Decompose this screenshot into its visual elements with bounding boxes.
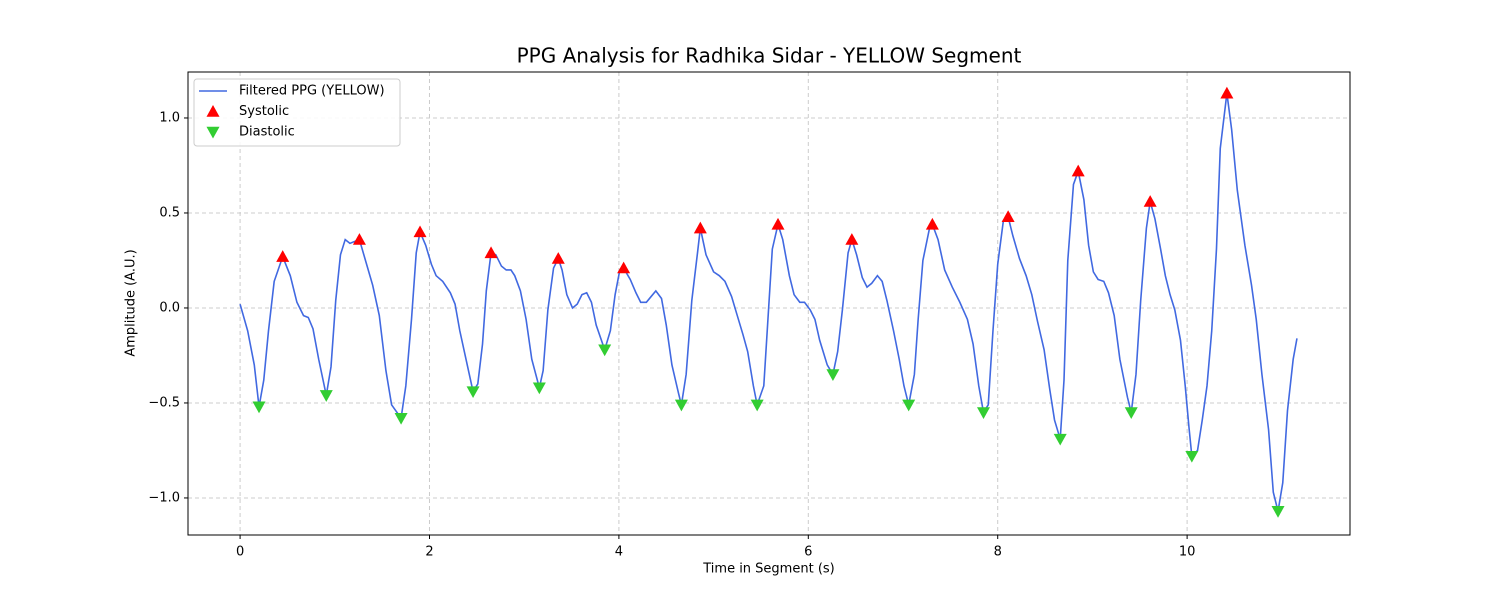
marker bbox=[532, 382, 546, 395]
y-tick-label: 1.0 bbox=[159, 110, 180, 125]
marker bbox=[466, 386, 480, 399]
marker bbox=[845, 233, 859, 245]
y-axis-label: Amplitude (A.U.) bbox=[124, 249, 139, 356]
y-tick-label: 0.5 bbox=[159, 205, 180, 220]
marker bbox=[413, 225, 427, 238]
x-tick-label: 8 bbox=[994, 545, 1002, 560]
y-tick-label: −0.5 bbox=[148, 395, 180, 410]
marker bbox=[252, 401, 266, 414]
marker bbox=[319, 390, 333, 402]
marker bbox=[674, 399, 688, 412]
marker bbox=[617, 261, 631, 274]
marker bbox=[1001, 210, 1015, 222]
marker bbox=[750, 399, 764, 412]
legend-label: Diastolic bbox=[239, 125, 295, 140]
marker bbox=[771, 217, 785, 230]
legend: Filtered PPG (YELLOW) Systolic Diastolic bbox=[193, 78, 401, 147]
marker bbox=[598, 344, 612, 357]
x-tick-label: 0 bbox=[236, 545, 244, 560]
legend-label: Systolic bbox=[239, 104, 289, 119]
legend-marker bbox=[206, 126, 220, 139]
x-tick-label: 6 bbox=[804, 545, 812, 560]
legend-box bbox=[193, 78, 401, 147]
marker bbox=[1124, 407, 1138, 419]
series-line bbox=[239, 93, 1298, 512]
marker bbox=[693, 221, 707, 234]
legend-label: Filtered PPG (YELLOW) bbox=[239, 84, 385, 99]
legend-marker bbox=[206, 105, 220, 117]
marker bbox=[1071, 164, 1085, 177]
marker bbox=[1185, 450, 1199, 463]
marker bbox=[276, 250, 290, 262]
marker bbox=[394, 412, 408, 425]
y-tick-label: 0.0 bbox=[159, 300, 180, 315]
marker bbox=[551, 252, 565, 264]
marker bbox=[484, 246, 498, 259]
plot-frame bbox=[187, 71, 1351, 536]
marker bbox=[1143, 195, 1157, 207]
x-tick-label: 4 bbox=[615, 545, 623, 560]
marker bbox=[352, 233, 366, 245]
chart-title: PPG Analysis for Radhika Sidar - YELLOW … bbox=[517, 44, 1022, 68]
x-tick-label: 10 bbox=[1179, 545, 1196, 560]
marker bbox=[1271, 506, 1285, 518]
x-tick-label: 2 bbox=[425, 545, 433, 560]
x-axis-label: Time in Segment (s) bbox=[702, 562, 834, 577]
y-tick-label: −1.0 bbox=[148, 490, 180, 505]
marker bbox=[925, 217, 939, 230]
marker bbox=[826, 369, 840, 381]
marker bbox=[902, 399, 916, 412]
marker bbox=[977, 407, 991, 419]
marker bbox=[1053, 433, 1067, 446]
marker bbox=[1220, 86, 1234, 99]
